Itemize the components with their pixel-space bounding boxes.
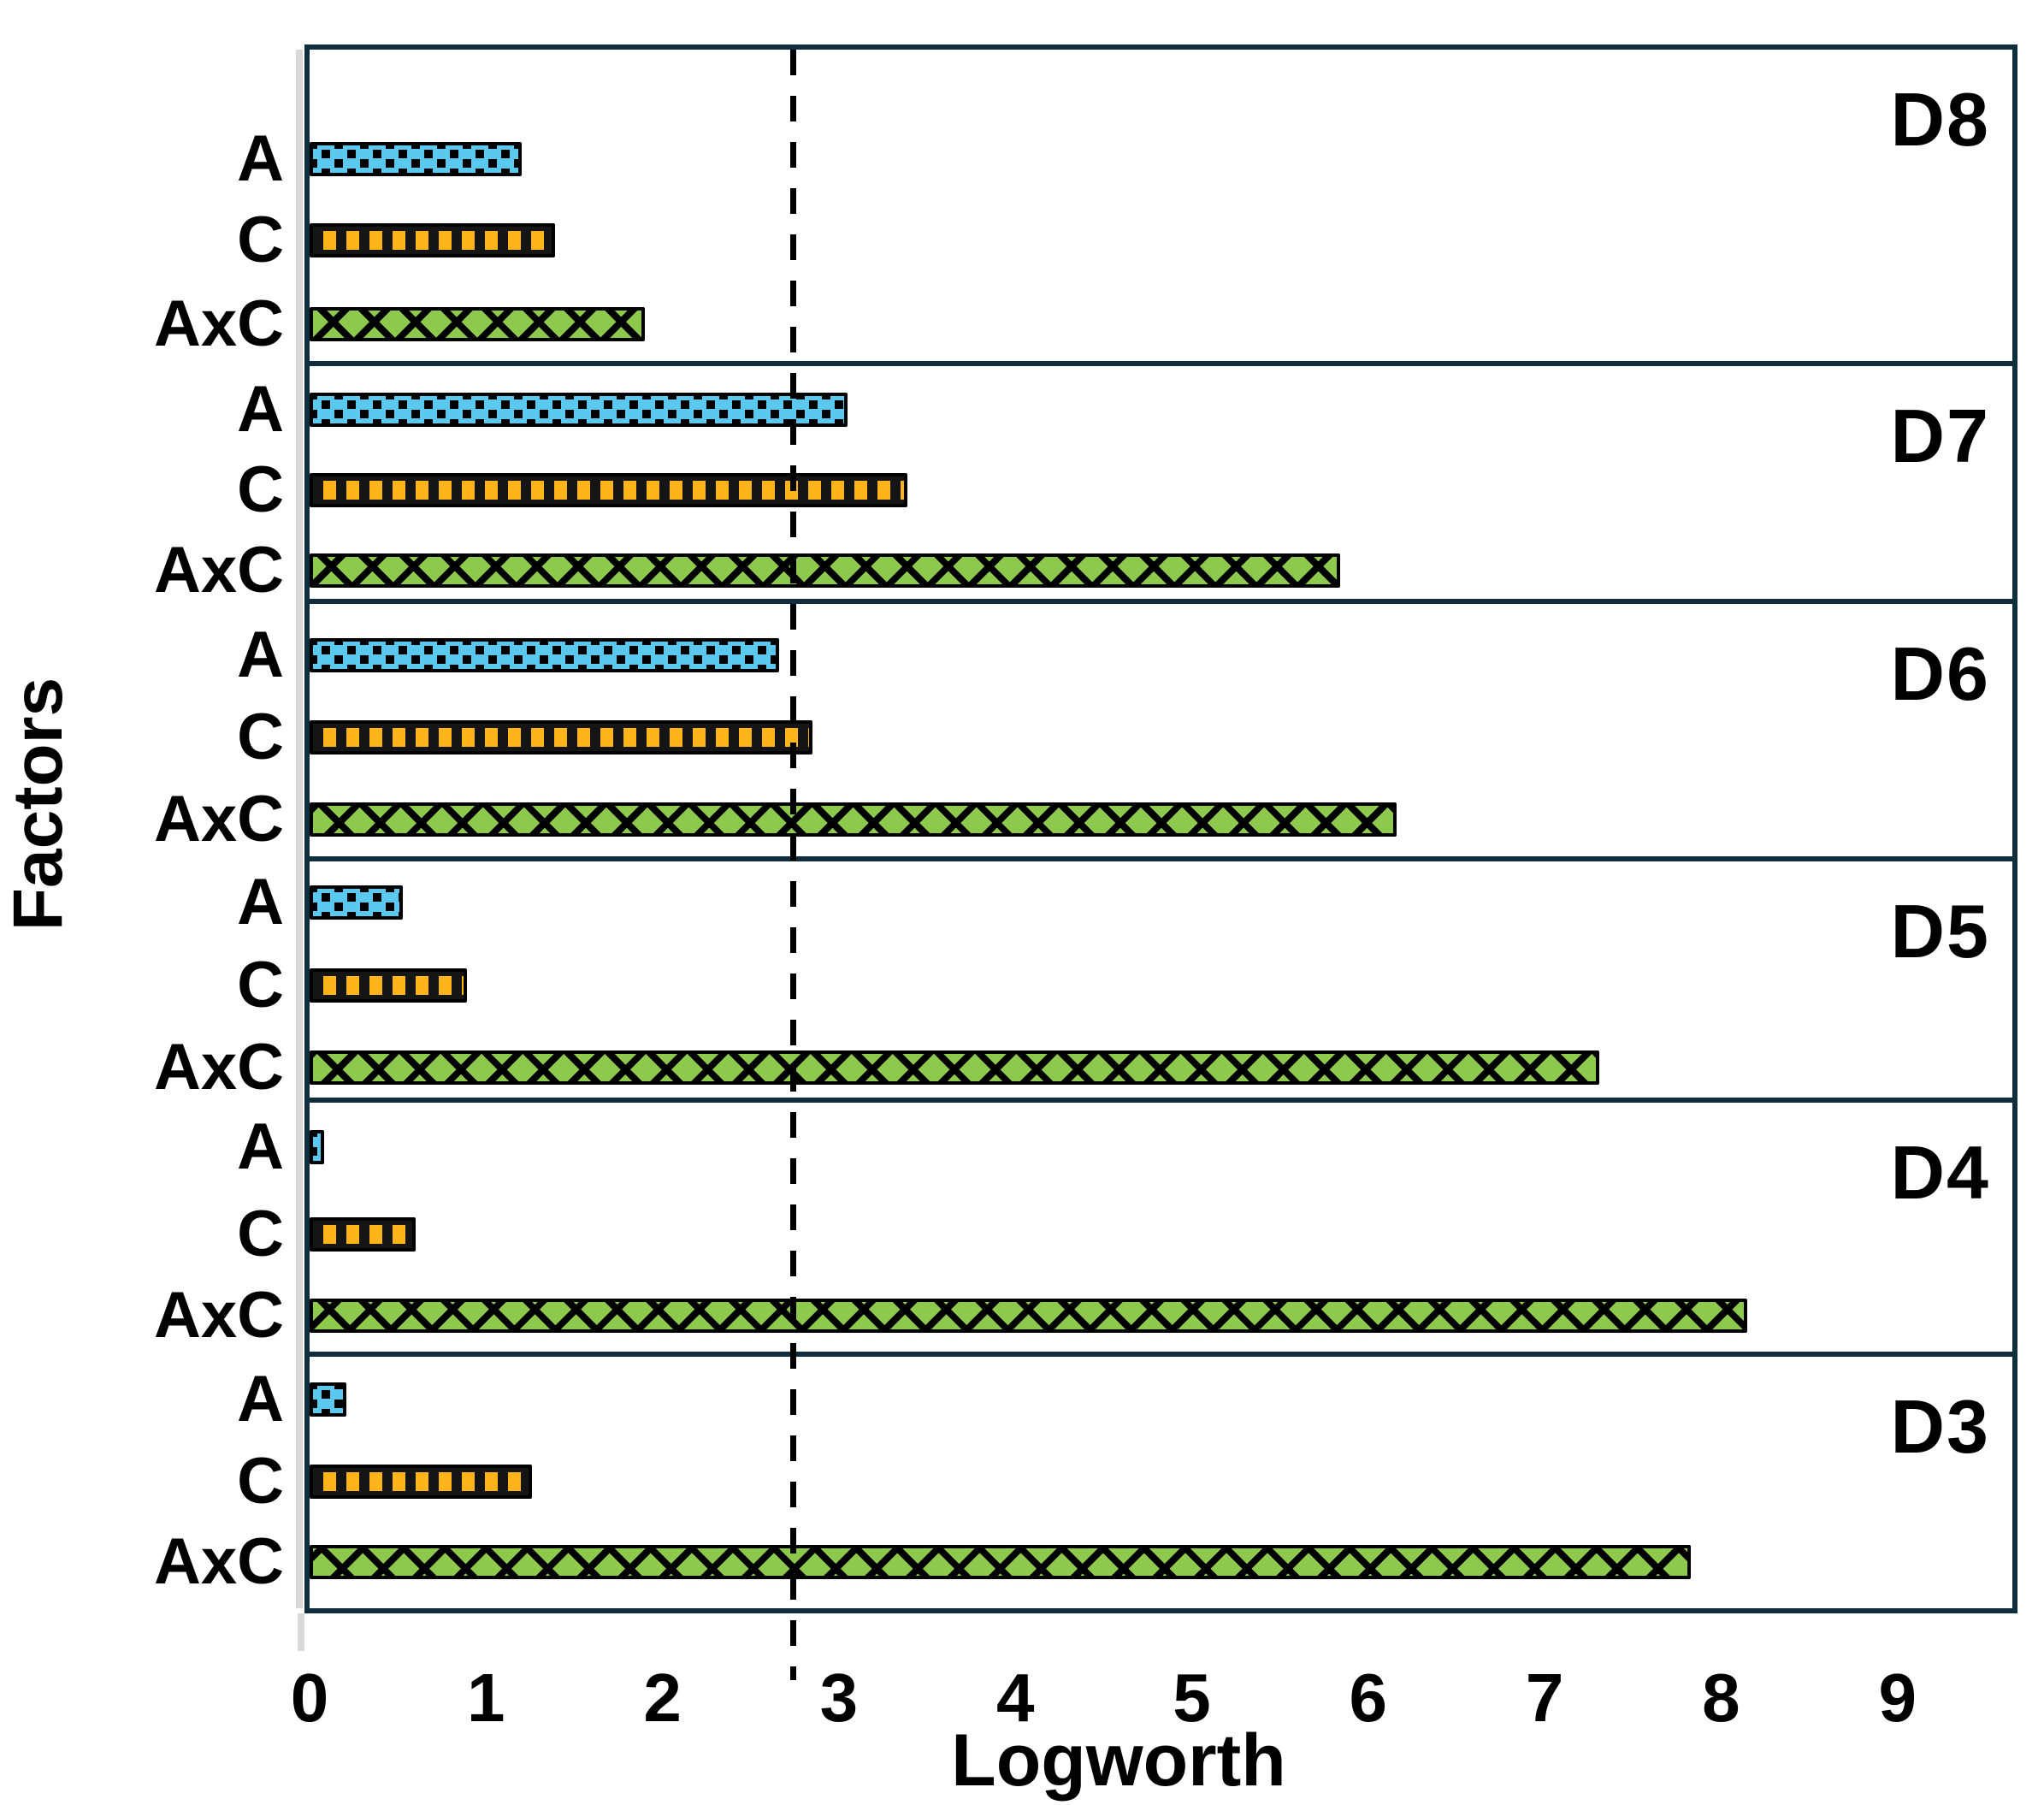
x-tick-2: 2 bbox=[643, 1660, 682, 1736]
bar-D4-AxC bbox=[310, 1299, 1747, 1333]
row-label-D4-AxC: AxC bbox=[153, 1279, 284, 1352]
bar-D3-C bbox=[310, 1465, 532, 1499]
row-label-D3-AxC: AxC bbox=[153, 1525, 284, 1598]
x-tick-6: 6 bbox=[1349, 1660, 1388, 1736]
y-axis-label: Factors bbox=[0, 677, 77, 932]
plot-area: D8 D7 D6 D5 D4 D3 bbox=[304, 44, 2017, 1613]
row-label-D8-A: A bbox=[237, 122, 284, 195]
row-label-D6-C: C bbox=[237, 701, 284, 773]
bar-D5-C bbox=[310, 968, 467, 1003]
panel-D7: D7 bbox=[310, 361, 2012, 599]
row-label-D5-C: C bbox=[237, 949, 284, 1021]
row-label-D3-C: C bbox=[237, 1445, 284, 1518]
panel-D3: D3 bbox=[310, 1352, 2012, 1608]
bar-D8-C bbox=[310, 223, 555, 257]
row-label-D8-AxC: AxC bbox=[153, 287, 284, 360]
panel-label-D7: D7 bbox=[1890, 394, 1990, 478]
bar-D6-C bbox=[310, 720, 812, 755]
x-tick-8: 8 bbox=[1702, 1660, 1740, 1736]
x-tick-7: 7 bbox=[1525, 1660, 1564, 1736]
bar-D7-C bbox=[310, 473, 907, 507]
bar-D4-A bbox=[310, 1130, 324, 1164]
x-axis-label: Logworth bbox=[951, 1719, 1286, 1802]
panel-D4: D4 bbox=[310, 1098, 2012, 1352]
bar-D7-A bbox=[310, 393, 848, 427]
bar-D7-AxC bbox=[310, 553, 1340, 588]
row-label-D7-A: A bbox=[237, 373, 284, 446]
x-tick-3: 3 bbox=[819, 1660, 859, 1736]
bar-D8-A bbox=[310, 142, 522, 176]
panel-label-D5: D5 bbox=[1890, 889, 1990, 974]
bar-D3-AxC bbox=[310, 1545, 1691, 1579]
x-tick-4: 4 bbox=[995, 1660, 1035, 1736]
bar-D5-AxC bbox=[310, 1050, 1599, 1085]
threshold-line bbox=[790, 50, 797, 1680]
row-label-D5-AxC: AxC bbox=[153, 1031, 284, 1104]
bar-D6-A bbox=[310, 638, 779, 672]
row-label-D4-A: A bbox=[237, 1110, 284, 1183]
x-tick-1: 1 bbox=[467, 1660, 505, 1736]
bar-D3-A bbox=[310, 1382, 346, 1417]
bar-D8-AxC bbox=[310, 307, 645, 341]
panel-label-D6: D6 bbox=[1890, 631, 1990, 716]
origin-tick bbox=[298, 1613, 304, 1651]
panel-label-D8: D8 bbox=[1890, 77, 1990, 162]
y-axis-rail bbox=[296, 50, 303, 1608]
panel-D8: D8 bbox=[310, 50, 2012, 361]
x-tick-5: 5 bbox=[1173, 1660, 1211, 1736]
row-label-D7-AxC: AxC bbox=[153, 534, 284, 607]
row-label-D6-A: A bbox=[237, 618, 284, 691]
bar-D6-AxC bbox=[310, 802, 1397, 837]
panel-label-D4: D4 bbox=[1890, 1130, 1990, 1215]
row-label-D5-A: A bbox=[237, 866, 284, 938]
row-label-D3-A: A bbox=[237, 1363, 284, 1435]
x-tick-9: 9 bbox=[1878, 1660, 1917, 1736]
panel-D5: D5 bbox=[310, 856, 2012, 1098]
panel-label-D3: D3 bbox=[1890, 1384, 1990, 1469]
x-tick-0: 0 bbox=[290, 1660, 329, 1736]
row-label-D6-AxC: AxC bbox=[153, 783, 284, 855]
row-label-D4-C: C bbox=[237, 1198, 284, 1270]
row-label-D8-C: C bbox=[237, 204, 284, 276]
bar-D4-C bbox=[310, 1217, 416, 1252]
panel-D6: D6 bbox=[310, 599, 2012, 856]
row-label-D7-C: C bbox=[237, 453, 284, 526]
bar-D5-A bbox=[310, 885, 403, 920]
